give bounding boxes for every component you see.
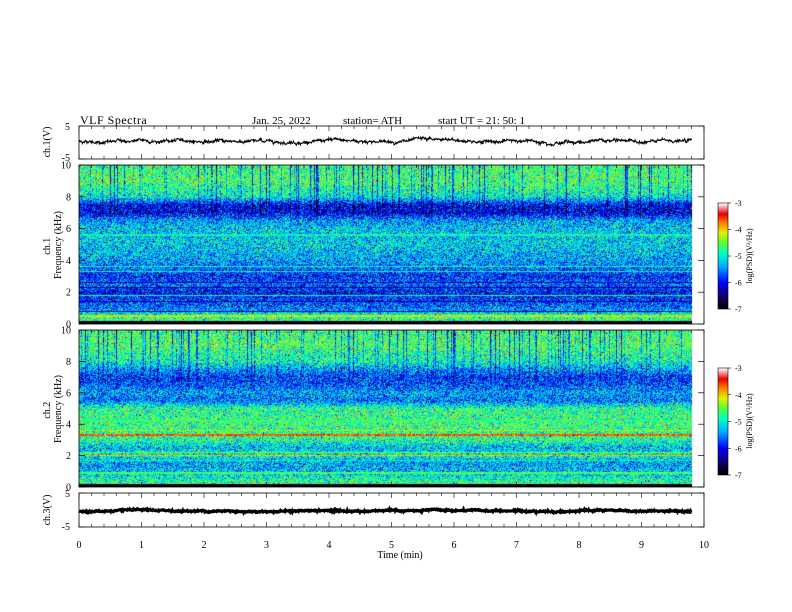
ch2-ylabel-line2: Frequency (kHz) [53,375,64,443]
ch3-ylabel: ch.3(V) [42,495,53,526]
colorbar-tick-label: -4 [735,391,742,400]
ch1-ytick-top: 5 [65,122,70,133]
ch3-ytick-top: 5 [65,489,70,500]
ch1-spectrogram-heatmap [79,165,704,324]
ch2-colorbar-label: log(PSD)(V²/Hz) [745,393,754,449]
ytick-label: 6 [66,224,71,235]
ytick-label: 0 [66,320,71,331]
figure-title: VLF Spectra [80,113,147,127]
colorbar-tick-label: -7 [735,305,742,314]
date-label: Jan. 25, 2022 [252,115,311,127]
ch2-colorbar-box [718,368,728,475]
xtick-label: 0 [77,540,82,551]
ytick-label: 10 [61,326,71,337]
ch3-waveform-line [78,504,693,517]
ch2-ylabel-line1: ch.2 [42,402,53,419]
ch2-spectrogram-image-box [79,330,704,487]
ch3-ytick-bottom: -5 [62,522,70,533]
ytick-label: 8 [66,357,71,368]
xtick-label: 4 [327,540,332,551]
ch1-ylabel: ch.1(V) [42,127,53,158]
start-time-label: start UT = 21: 50: 1 [438,115,525,127]
ch1-colorbar-box [718,203,728,309]
colorbar-tick-label: -5 [735,418,742,427]
ch1-colorbar [718,203,728,309]
xtick-label: 5 [389,540,394,551]
xtick-label: 1 [139,540,144,551]
ch1-ytick-bottom: -5 [62,153,70,164]
xtick-label: 8 [577,540,582,551]
colorbar-tick-label: -7 [735,471,742,480]
ytick-label: 2 [66,451,71,462]
ch2-spectrogram-ylabel: ch.2 Frequency (kHz) [42,375,64,443]
xtick-label: 2 [202,540,207,551]
ch1-colorbar-label: log(PSD)(V²/Hz) [745,228,754,284]
colorbar-tick-label: -6 [735,444,742,453]
ytick-label: 8 [66,192,71,203]
xtick-label: 7 [514,540,519,551]
ytick-label: 4 [66,420,71,431]
colorbar-tick-label: -3 [735,199,742,208]
ch2-colorbar [718,368,728,475]
xtick-label: 6 [452,540,457,551]
ch2-spectrogram-heatmap [79,330,704,487]
ch1-waveform-panel: 5 -5 ch.1(V) [42,122,705,164]
ytick-label: 6 [66,388,71,399]
colorbar-tick-label: -4 [735,226,742,235]
ch3-waveform-panel: 5 -5 ch.3(V) [42,489,705,533]
ch1-ylabel-line2: Frequency (kHz) [53,211,64,279]
station-label: station= ATH [343,115,402,127]
ch1-ylabel-line1: ch.1 [42,238,53,255]
time-axis-label: Time (min) [377,550,422,561]
ch1-spectrogram-image-box [79,165,704,324]
ytick-label: 2 [66,288,71,299]
colorbar-tick-label: -6 [735,279,742,288]
ch1-waveform-line [78,135,692,148]
ch1-spectrogram-ylabel: ch.1 Frequency (kHz) [42,211,64,279]
time-axis: 0 1 2 3 4 5 6 7 8 9 10 [77,540,710,551]
xtick-label: 10 [699,540,709,551]
colorbar-tick-label: -3 [735,364,742,373]
xtick-label: 9 [639,540,644,551]
xtick-label: 3 [264,540,269,551]
ytick-label: 4 [66,256,71,267]
ytick-label: 10 [61,161,71,172]
colorbar-tick-label: -5 [735,252,742,261]
ytick-label: 0 [66,483,71,494]
